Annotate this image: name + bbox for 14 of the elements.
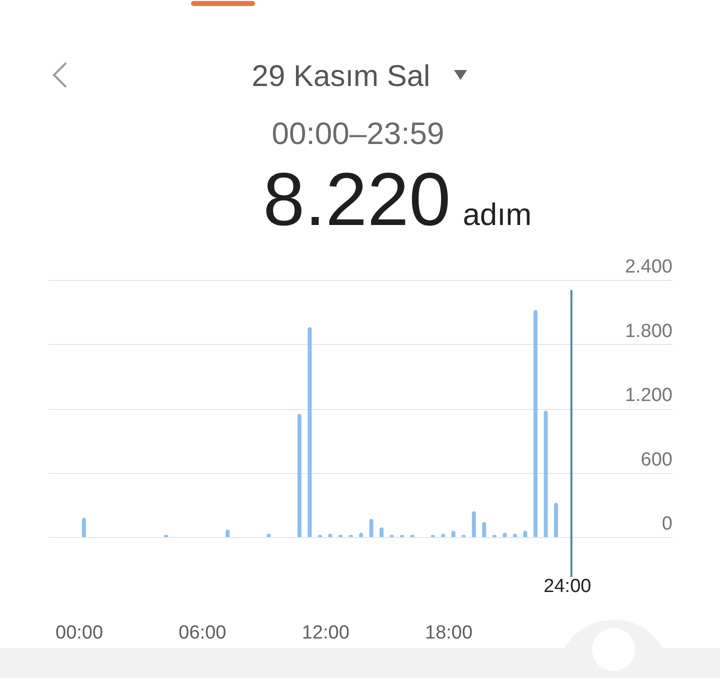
x-tick-label: 06:00 bbox=[178, 622, 226, 644]
y-tick-label: 0 bbox=[662, 514, 672, 534]
x-tick-label: 18:00 bbox=[424, 622, 473, 644]
ref-line-label: 24:00 bbox=[544, 576, 592, 597]
chart-title: 29 Kasım Sal bbox=[252, 59, 430, 95]
text: adım bbox=[462, 197, 532, 233]
y-tick-label: 1.200 bbox=[624, 385, 672, 406]
y-tick-label: 2.400 bbox=[624, 256, 672, 278]
x-tick-label: 12:00 bbox=[302, 622, 350, 644]
y-tick-label: 1.800 bbox=[624, 320, 672, 342]
y-tick-label: 600 bbox=[640, 449, 672, 470]
text: 8.220 bbox=[263, 157, 451, 241]
x-tick-label: 00:00 bbox=[56, 622, 104, 644]
chart-subtitle: 00:00–23:59 bbox=[272, 116, 444, 152]
